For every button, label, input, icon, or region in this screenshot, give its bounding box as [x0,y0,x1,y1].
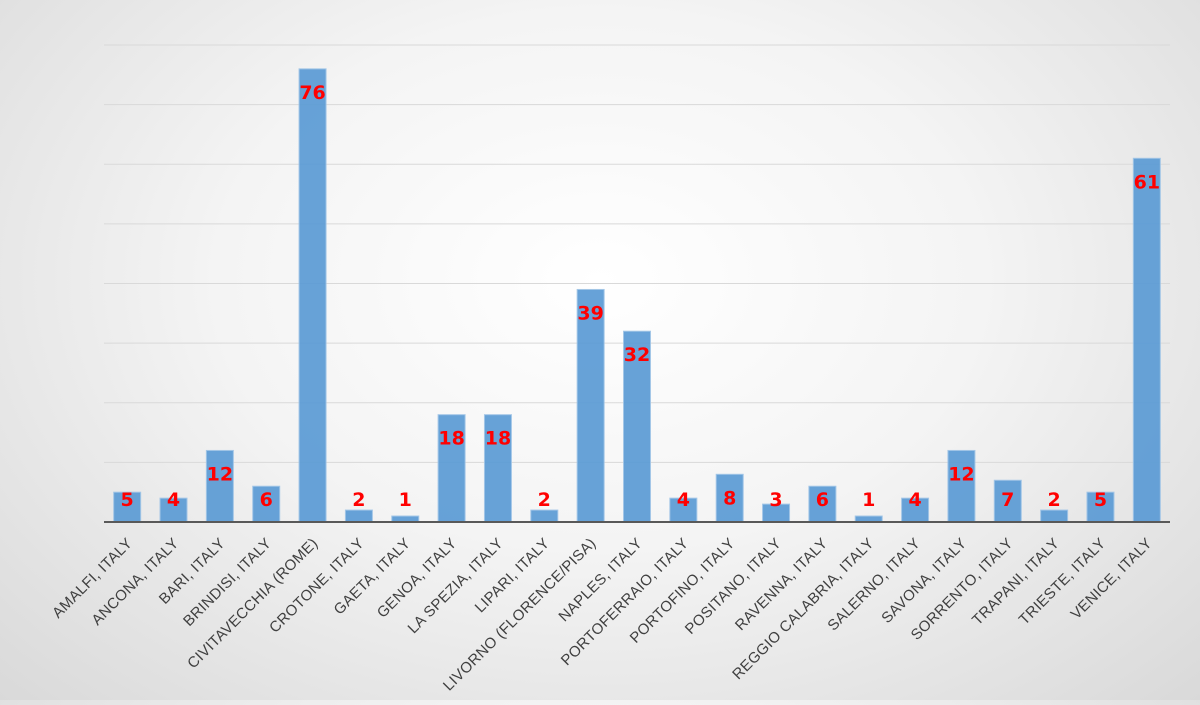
data-label: 4 [677,489,690,511]
x-tick-label: ANCONA, ITALY [88,535,182,629]
data-label: 61 [1134,171,1160,193]
data-label: 12 [948,463,974,485]
bar [623,330,651,523]
x-tick-label: TRAPANI, ITALY [969,535,1063,629]
data-label: 5 [1094,489,1107,511]
bar [344,509,373,523]
x-tick-label: GENOA, ITALY [374,535,461,622]
data-label: 8 [723,487,736,509]
bar [1086,491,1115,523]
bar [437,414,466,523]
data-label: 18 [438,428,464,450]
x-tick-label: AMALFI, ITALY [49,535,136,622]
bar [993,479,1022,523]
data-label: 2 [538,489,551,511]
x-tick-label: SAVONA, ITALY [878,535,970,627]
bar [205,449,234,523]
bar [576,288,605,523]
data-label: 6 [260,489,273,511]
bar [947,449,976,523]
data-label: 2 [352,489,365,511]
bar [1040,509,1069,523]
data-label: 12 [207,463,233,485]
bar [483,414,512,523]
x-tick-label: NAPLES, ITALY [555,535,645,625]
data-label: 7 [1001,489,1014,511]
bars [113,68,1161,523]
bar [252,485,281,523]
data-label: 6 [816,489,829,511]
bar [808,485,837,523]
data-label: 18 [485,428,511,450]
bar [113,491,142,523]
bar [298,68,327,523]
bar [530,509,559,523]
bar [1132,157,1161,523]
x-tick-label: VENICE, ITALY [1068,535,1156,623]
data-label: 4 [167,489,180,511]
data-label: 76 [299,82,325,104]
data-label: 3 [769,489,782,511]
data-label: 1 [862,489,875,511]
data-label: 4 [908,489,921,511]
data-label: 39 [577,302,603,324]
data-label: 2 [1048,489,1061,511]
data-label: 32 [624,344,650,366]
x-tick-label: TRIESTE, ITALY [1016,535,1110,629]
data-label: 1 [399,489,412,511]
data-label: 5 [121,489,134,511]
